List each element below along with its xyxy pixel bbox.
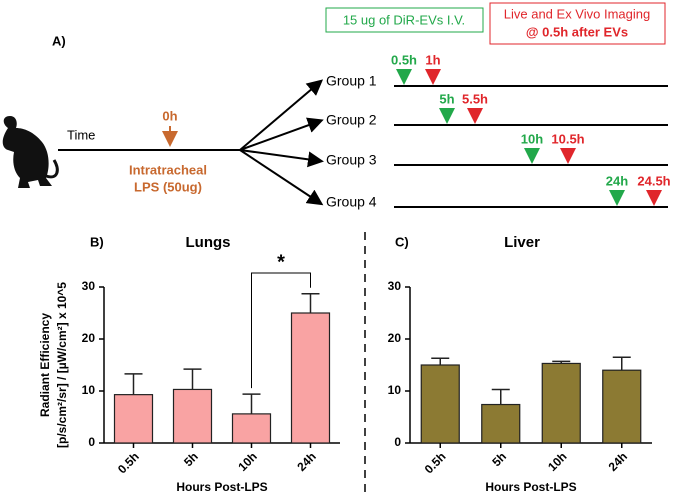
panel-label: B) (90, 234, 104, 249)
x-tick-label: 5h (181, 449, 201, 469)
legend-box (489, 2, 666, 45)
y-tick-label: 30 (82, 279, 96, 293)
group-label: Group 1 (326, 73, 377, 89)
fan-arrow (239, 149, 324, 206)
x-axis-label: Hours Post-LPS (176, 480, 267, 494)
x-tick-label: 10h (235, 449, 260, 474)
x-axis-label: Hours Post-LPS (485, 480, 576, 494)
y-tick-label: 0 (88, 435, 95, 449)
y-tick-label: 10 (82, 383, 96, 397)
legend-injection: 15 ug of DiR-EVs I.V. (343, 12, 465, 27)
x-tick-label: 10h (545, 449, 570, 474)
significance-bracket (251, 272, 311, 389)
panel-label: C) (395, 234, 409, 249)
y-tick-label: 0 (394, 435, 401, 449)
treatment: LPS (50ug) (134, 179, 202, 194)
bar (113, 394, 154, 444)
y-tick-label: 20 (388, 331, 402, 345)
y-tick-label: 30 (388, 279, 402, 293)
injection-time: 24h (606, 173, 628, 188)
fan-arrow (239, 79, 324, 151)
bar (290, 312, 331, 444)
imaging-time: 24.5h (637, 173, 670, 188)
injection-time: 10h (521, 131, 543, 146)
legend-imaging: @ 0.5h after EVs (526, 24, 628, 39)
imaging-time: 10.5h (551, 131, 584, 146)
group-label: Group 3 (326, 152, 377, 168)
injection-time: 0.5h (391, 52, 417, 67)
bar (172, 388, 213, 444)
mouse-icon (2, 116, 53, 188)
panel-label: A) (52, 33, 66, 48)
y-axis-label: [p/s/cm²/sr] / [µW/cm²] x 10^5 (55, 282, 69, 448)
chart-title: Lungs (186, 234, 231, 251)
x-tick-label: 24h (294, 449, 319, 474)
x-tick-label: 0.5h (422, 449, 449, 476)
bar (541, 362, 581, 444)
legend-box (325, 7, 484, 33)
bar (602, 369, 642, 444)
injection-time: 5h (439, 91, 454, 106)
group-label: Group 4 (326, 194, 377, 210)
imaging-time: 5.5h (462, 91, 488, 106)
treatment: Intratracheal (129, 162, 207, 177)
x-tick-label: 24h (606, 449, 631, 474)
bar (481, 403, 521, 444)
group-label: Group 2 (326, 112, 377, 128)
imaging-time: 1h (425, 52, 440, 67)
chart-title: Liver (504, 234, 540, 251)
timeline-label: Time (67, 127, 95, 142)
x-tick-label: 5h (489, 449, 509, 469)
y-tick-label: 20 (82, 331, 96, 345)
fan-arrow (239, 117, 324, 151)
mouse-tail (45, 159, 59, 179)
bar (231, 413, 272, 444)
x-tick-label: 0.5h (115, 449, 142, 476)
y-tick-label: 10 (388, 383, 402, 397)
bar (420, 364, 460, 444)
start-label: 0h (162, 108, 177, 123)
y-axis-label: Radiant Efficiency (38, 313, 52, 417)
significance-label: * (277, 251, 285, 273)
fan-arrow (239, 149, 324, 168)
legend-imaging: Live and Ex Vivo Imaging (504, 6, 650, 21)
